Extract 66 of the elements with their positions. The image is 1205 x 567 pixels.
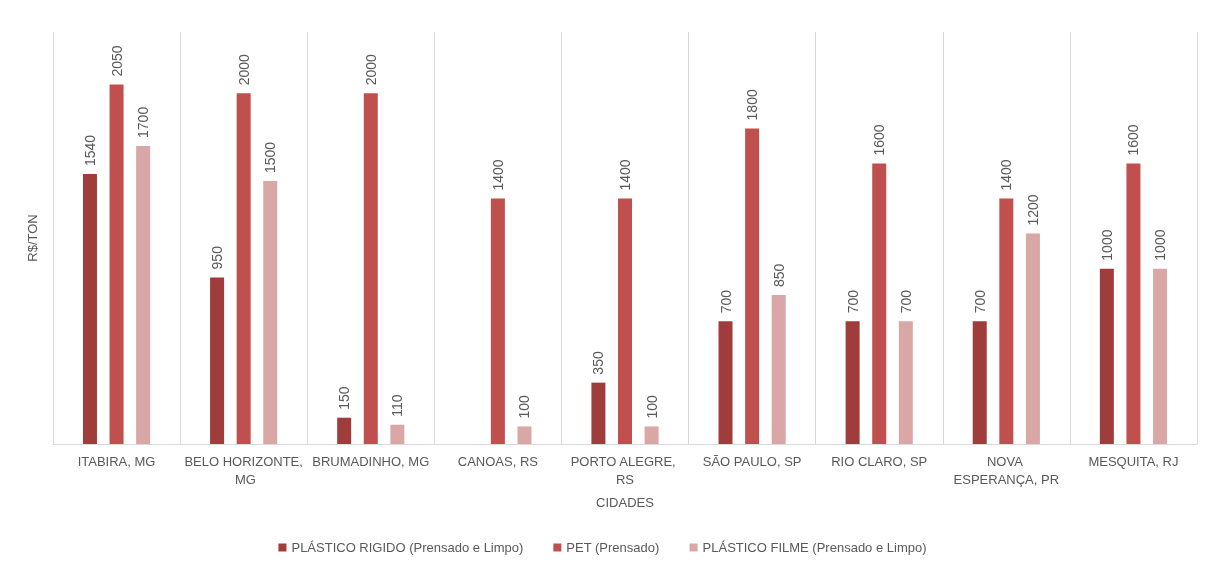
data-label: 2000	[362, 54, 379, 86]
data-label: 150	[336, 386, 353, 410]
bar	[390, 424, 405, 444]
bar	[82, 174, 97, 444]
data-label: 2000	[235, 54, 252, 86]
data-label: 700	[897, 289, 914, 314]
bar	[363, 93, 378, 444]
data-label: 700	[717, 289, 734, 314]
bar	[1025, 233, 1040, 444]
x-tick-label: MESQUITA, RJ	[1088, 453, 1179, 469]
data-label: 1000	[1098, 229, 1115, 261]
bar	[745, 128, 760, 444]
bar	[136, 145, 151, 444]
x-axis-title: CIDADES	[596, 495, 655, 510]
bar	[490, 198, 505, 444]
bar	[1099, 268, 1114, 444]
data-label: 1500	[262, 141, 279, 174]
bar	[109, 84, 124, 444]
bar	[771, 294, 786, 444]
bar	[210, 277, 225, 444]
data-label: 950	[209, 245, 226, 270]
x-tick-label: SÃO PAULO, SP	[702, 453, 802, 469]
data-label: 1000	[1152, 229, 1169, 261]
data-label: 1540	[81, 134, 98, 167]
bar	[337, 417, 352, 444]
bar	[718, 321, 733, 444]
data-label: 1600	[1125, 124, 1142, 156]
x-tick-label: BRUMADINHO, MG	[312, 453, 430, 469]
bar	[999, 198, 1014, 444]
data-label: 350	[590, 351, 607, 375]
data-label: 1200	[1024, 194, 1041, 226]
bar	[517, 426, 532, 444]
legend-label: PET (Prensado)	[566, 540, 660, 555]
bar	[618, 198, 632, 444]
bar	[644, 426, 659, 444]
data-label: 1400	[998, 159, 1015, 191]
data-label: 1600	[871, 124, 888, 156]
data-label: 2050	[108, 45, 125, 77]
legend-label: PLÁSTICO RIGIDO (Prensado e Limpo)	[291, 540, 524, 555]
data-label: 110	[389, 394, 406, 417]
data-label: 1800	[744, 89, 761, 121]
bar	[1126, 163, 1141, 444]
bar	[1153, 268, 1168, 444]
y-axis-title: R$/TON	[25, 214, 40, 262]
x-tick-label: RIO CLARO, SP	[831, 453, 928, 469]
data-label: 700	[844, 289, 861, 314]
data-label: 1400	[617, 159, 633, 191]
x-tick-label: BELO HORIZONTE, MG	[184, 453, 303, 487]
bar	[236, 93, 251, 444]
data-label: 850	[770, 263, 787, 287]
data-label: 100	[516, 394, 533, 419]
data-label: 1400	[489, 159, 506, 191]
data-label: 700	[971, 289, 988, 314]
x-tick-label: PORTO ALEGRE, RS	[570, 453, 680, 487]
legend-label: PLÁSTICO FILME (Prensado e Limpo)	[702, 540, 927, 555]
x-tick-label: CANOAS, RS	[457, 453, 539, 469]
bar	[845, 321, 860, 444]
bar	[263, 181, 278, 444]
data-label: 100	[643, 394, 660, 419]
x-tick-label: NOVA ESPERANÇA, PR	[953, 453, 1060, 487]
data-label: 1700	[135, 106, 152, 138]
x-tick-label: ITABIRA, MG	[77, 453, 156, 469]
bar	[898, 321, 913, 444]
bar	[591, 382, 606, 444]
bar	[872, 163, 887, 444]
bar	[972, 321, 987, 444]
